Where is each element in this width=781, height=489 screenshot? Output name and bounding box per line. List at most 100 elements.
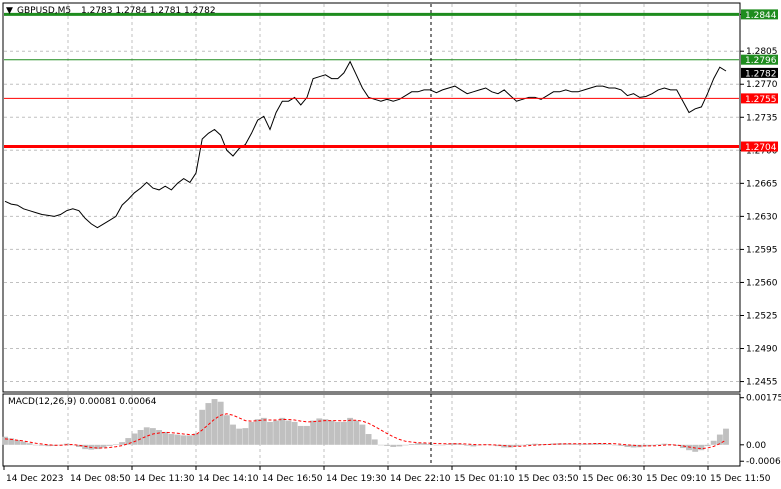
macd-bar	[421, 443, 427, 445]
macd-bar	[20, 441, 27, 445]
macd-bar	[704, 444, 711, 447]
macd-bar	[51, 444, 58, 446]
macd-bar	[242, 428, 249, 445]
macd-bar	[82, 444, 89, 450]
macd-bar	[273, 420, 280, 445]
macd-bar	[137, 430, 144, 445]
macd-bar	[519, 444, 526, 446]
resistance-level-tag	[741, 9, 778, 20]
macd-bar	[649, 444, 655, 446]
macd-bar	[575, 443, 582, 445]
macd-bar	[673, 444, 680, 446]
macd-bar	[32, 444, 39, 446]
macd-bar	[322, 419, 329, 445]
macd-signal-line	[4, 413, 727, 450]
macd-tick-label: 0.00	[746, 441, 766, 451]
macd-bar	[371, 439, 378, 445]
macd-bar	[710, 440, 717, 445]
macd-bar	[630, 444, 637, 448]
support-level-tag	[741, 141, 778, 152]
support-level-label: 1.2704	[745, 143, 777, 153]
macd-bar	[612, 444, 619, 446]
time-tick-label: 14 Dec 19:30	[326, 474, 387, 484]
macd-bar	[248, 421, 255, 445]
macd-bar	[291, 421, 298, 445]
macd-bar	[439, 444, 446, 446]
price-tick-label: 1.2770	[746, 80, 778, 90]
ohlc-label: 1.2783 1.2784 1.2781 1.2782	[81, 6, 216, 16]
macd-bar	[544, 444, 551, 445]
time-tick-label: 15 Dec 06:30	[582, 474, 643, 484]
macd-bar	[402, 444, 409, 446]
time-tick-label: 14 Dec 2023	[6, 474, 64, 484]
macd-bar	[605, 444, 612, 445]
price-tick-label: 1.2595	[746, 245, 778, 255]
price-panel[interactable]	[2, 2, 741, 393]
macd-bar	[341, 421, 347, 445]
macd-bar	[655, 444, 662, 445]
macd-bar	[414, 443, 421, 445]
macd-bar	[26, 443, 33, 445]
macd-bar	[119, 442, 126, 445]
macd-bar	[445, 444, 452, 445]
macd-bar	[384, 444, 390, 446]
price-tick-label: 1.2630	[746, 212, 778, 222]
symbol-label: GBPUSD,M5	[17, 6, 71, 16]
macd-bar	[377, 444, 384, 446]
macd-bar	[458, 444, 464, 445]
time-tick-label: 14 Dec 22:10	[390, 474, 451, 484]
macd-bar	[304, 425, 310, 445]
macd-bar	[513, 444, 520, 447]
macd-bar	[125, 438, 132, 445]
macd-bar	[39, 444, 45, 446]
macd-bar	[347, 417, 354, 445]
support-level-label: 1.2755	[745, 95, 777, 105]
macd-bar	[581, 443, 588, 445]
macd-bar	[193, 433, 199, 445]
macd-title: MACD(12,26,9) 0.00081 0.00064	[8, 397, 157, 407]
macd-bar	[180, 435, 187, 445]
time-tick-label: 14 Dec 08:50	[70, 474, 131, 484]
macd-bar	[217, 401, 224, 445]
time-axis: 14 Dec 2023 14 Dec 08:50 14 Dec 11:30 14 De…	[3, 466, 771, 484]
macd-bar	[525, 444, 532, 445]
macd-bar	[334, 421, 341, 445]
macd-bar	[162, 431, 169, 445]
macd-bar	[716, 434, 723, 445]
time-tick-label: 15 Dec 09:10	[646, 474, 707, 484]
macd-bar	[723, 428, 729, 445]
macd-bar	[427, 444, 434, 445]
macd-bar	[390, 444, 397, 447]
macd-bar	[211, 399, 218, 445]
macd-panel[interactable]	[2, 393, 741, 467]
macd-bar	[593, 443, 600, 445]
symbol-arrow-icon[interactable]: ▼	[6, 6, 13, 16]
macd-bar	[316, 418, 323, 445]
macd-bar	[285, 420, 292, 445]
macd-bar	[205, 403, 212, 445]
macd-bar	[310, 420, 317, 445]
resistance-level-tag	[741, 54, 778, 65]
macd-bar	[464, 444, 471, 446]
macd-bar	[353, 420, 360, 445]
macd-bar	[470, 444, 477, 447]
price-tick-label: 1.2560	[746, 278, 778, 288]
macd-bar	[76, 444, 82, 447]
macd-bar	[624, 444, 631, 447]
macd-bar	[149, 428, 156, 445]
time-tick-label: 15 Dec 11:50	[710, 474, 771, 484]
macd-bar	[254, 419, 261, 445]
macd-histogram	[2, 399, 729, 452]
macd-bar	[69, 444, 76, 446]
macd-bar	[359, 424, 366, 445]
price-tick-label: 1.2735	[746, 113, 778, 123]
macd-bar	[618, 444, 625, 446]
macd-bar	[112, 444, 119, 445]
macd-bar	[100, 444, 107, 448]
macd-bar	[328, 420, 335, 445]
macd-bar	[433, 444, 440, 446]
macd-bar	[396, 444, 403, 447]
macd-bar	[223, 415, 230, 445]
